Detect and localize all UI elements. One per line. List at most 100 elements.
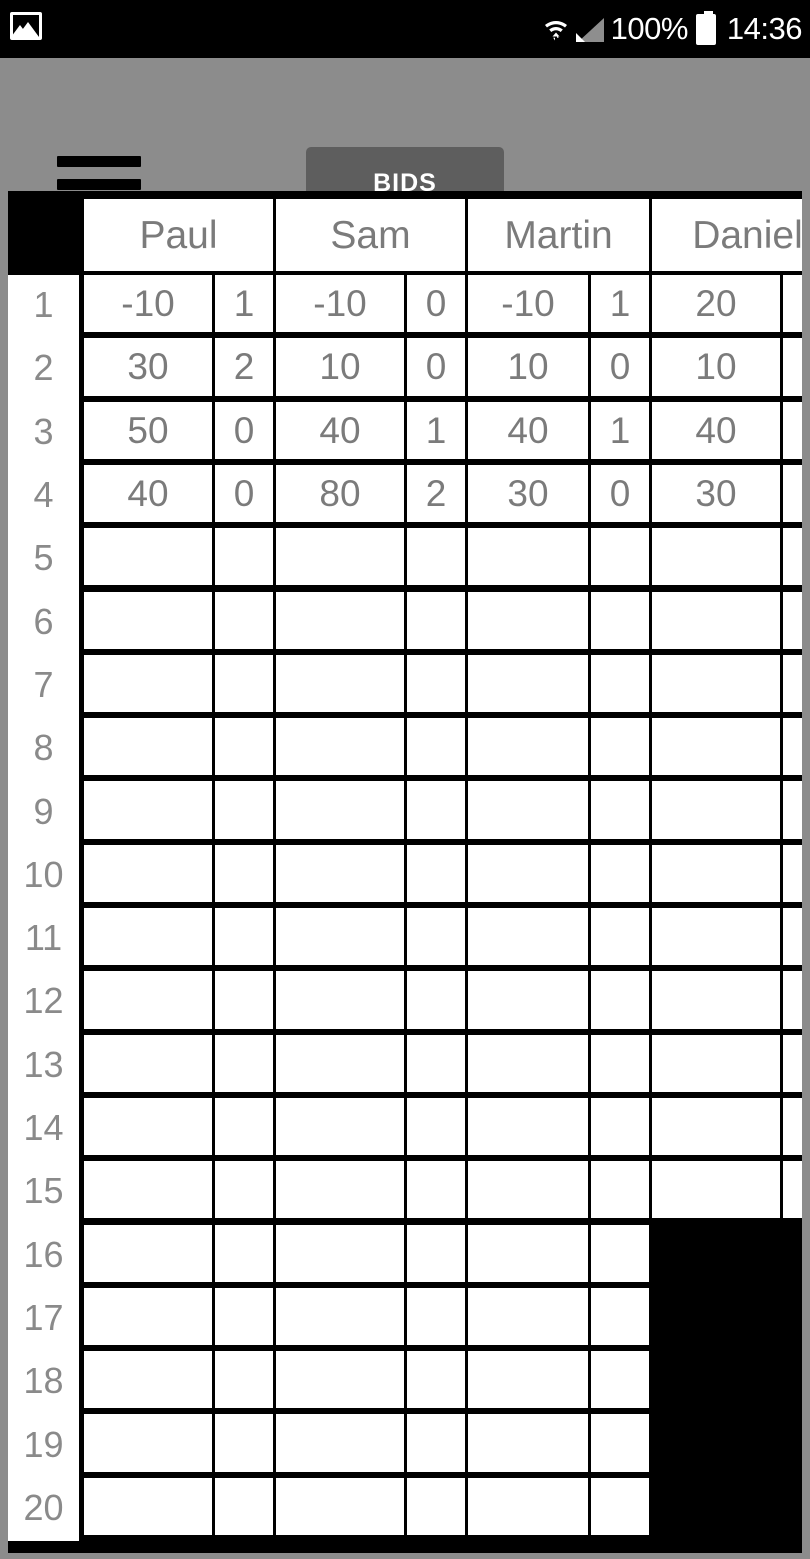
- score-cell[interactable]: [407, 1414, 465, 1472]
- score-cell[interactable]: [468, 1477, 588, 1535]
- score-cell[interactable]: [652, 1034, 780, 1092]
- score-cell[interactable]: [215, 1034, 273, 1092]
- score-cell[interactable]: [407, 908, 465, 966]
- score-cell[interactable]: 0: [591, 464, 649, 523]
- score-cell[interactable]: [468, 971, 588, 1029]
- score-cell[interactable]: [215, 1224, 273, 1282]
- score-cell[interactable]: [84, 1224, 212, 1282]
- score-cell[interactable]: [591, 1414, 649, 1472]
- score-cell[interactable]: [468, 1097, 588, 1156]
- score-cell[interactable]: 1: [783, 464, 802, 523]
- score-cell[interactable]: [276, 908, 404, 966]
- score-cell[interactable]: [276, 1414, 404, 1472]
- score-cell[interactable]: [276, 1287, 404, 1346]
- score-cell[interactable]: [783, 718, 802, 776]
- score-cell[interactable]: [276, 718, 404, 776]
- score-cell[interactable]: [84, 908, 212, 966]
- score-cell[interactable]: [407, 1287, 465, 1346]
- score-cell[interactable]: 1: [407, 401, 465, 459]
- score-cell[interactable]: [591, 908, 649, 966]
- score-cell[interactable]: [783, 844, 802, 902]
- score-cell[interactable]: [591, 1224, 649, 1282]
- score-cell[interactable]: [276, 781, 404, 839]
- score-cell[interactable]: [215, 591, 273, 649]
- score-cell[interactable]: [783, 1161, 802, 1219]
- score-cell[interactable]: 2: [215, 338, 273, 396]
- score-cell[interactable]: 50: [84, 401, 212, 459]
- score-cell[interactable]: [84, 971, 212, 1029]
- score-cell[interactable]: [468, 844, 588, 902]
- score-cell[interactable]: [84, 1351, 212, 1409]
- score-cell[interactable]: [591, 1034, 649, 1092]
- score-cell[interactable]: [276, 528, 404, 586]
- score-cell[interactable]: 40: [652, 401, 780, 459]
- score-cell[interactable]: 0: [215, 464, 273, 523]
- score-cell[interactable]: 80: [276, 464, 404, 523]
- score-cell[interactable]: [783, 1034, 802, 1092]
- score-cell[interactable]: [591, 971, 649, 1029]
- score-cell[interactable]: [468, 1414, 588, 1472]
- score-cell[interactable]: [276, 1224, 404, 1282]
- score-cell[interactable]: [276, 1477, 404, 1535]
- score-cell[interactable]: 1: [591, 275, 649, 333]
- score-cell[interactable]: 0: [407, 338, 465, 396]
- score-cell[interactable]: [84, 1477, 212, 1535]
- score-cell[interactable]: [215, 908, 273, 966]
- score-cell[interactable]: [652, 844, 780, 902]
- score-cell[interactable]: [215, 718, 273, 776]
- score-cell[interactable]: 10: [276, 338, 404, 396]
- score-cell[interactable]: [652, 528, 780, 586]
- score-cell[interactable]: -10: [276, 275, 404, 333]
- score-cell[interactable]: [407, 781, 465, 839]
- score-cell[interactable]: [215, 1351, 273, 1409]
- score-cell[interactable]: [407, 844, 465, 902]
- score-cell[interactable]: [215, 1097, 273, 1156]
- score-cell[interactable]: [407, 718, 465, 776]
- score-cell[interactable]: 0: [407, 275, 465, 333]
- score-cell[interactable]: [84, 1097, 212, 1156]
- score-cell[interactable]: [215, 654, 273, 713]
- score-cell[interactable]: [215, 844, 273, 902]
- score-cell[interactable]: 30: [652, 464, 780, 523]
- score-cell[interactable]: 10: [468, 338, 588, 396]
- score-cell[interactable]: 1: [783, 338, 802, 396]
- score-cell[interactable]: [407, 1034, 465, 1092]
- column-header-daniel[interactable]: Daniel: [652, 199, 802, 271]
- score-cell[interactable]: [468, 718, 588, 776]
- score-cell[interactable]: [407, 528, 465, 586]
- score-cell[interactable]: -10: [468, 275, 588, 333]
- score-cell[interactable]: [591, 718, 649, 776]
- score-cell[interactable]: [591, 781, 649, 839]
- score-cell[interactable]: [84, 528, 212, 586]
- score-cell[interactable]: [84, 591, 212, 649]
- score-cell[interactable]: [276, 591, 404, 649]
- score-cell[interactable]: 30: [468, 464, 588, 523]
- score-cell[interactable]: [276, 1097, 404, 1156]
- score-table[interactable]: Paul Sam Martin Daniel 1 2 3 4 5 6 7 8 9 10 11 12 13 14 15…: [8, 191, 802, 1553]
- score-cell[interactable]: [215, 1161, 273, 1219]
- score-cell[interactable]: [84, 654, 212, 713]
- score-cell[interactable]: -10: [84, 275, 212, 333]
- score-cell[interactable]: [84, 781, 212, 839]
- score-cell[interactable]: [468, 591, 588, 649]
- score-cell[interactable]: 0: [591, 338, 649, 396]
- score-cell[interactable]: [276, 1161, 404, 1219]
- score-cell[interactable]: [84, 718, 212, 776]
- score-cell[interactable]: [468, 1161, 588, 1219]
- score-cell[interactable]: [652, 718, 780, 776]
- score-cell[interactable]: 40: [84, 464, 212, 523]
- score-cell[interactable]: [215, 971, 273, 1029]
- score-cell[interactable]: [468, 908, 588, 966]
- score-cell[interactable]: [591, 1287, 649, 1346]
- score-cell[interactable]: [652, 781, 780, 839]
- score-cell[interactable]: [215, 1414, 273, 1472]
- score-cell[interactable]: [407, 591, 465, 649]
- score-cell[interactable]: [591, 1351, 649, 1409]
- score-cell[interactable]: [84, 1287, 212, 1346]
- score-cell[interactable]: 40: [276, 401, 404, 459]
- score-cell[interactable]: [468, 781, 588, 839]
- score-cell[interactable]: 2: [407, 464, 465, 523]
- score-cell[interactable]: [783, 1097, 802, 1156]
- score-cell[interactable]: [652, 1097, 780, 1156]
- score-cell[interactable]: [652, 908, 780, 966]
